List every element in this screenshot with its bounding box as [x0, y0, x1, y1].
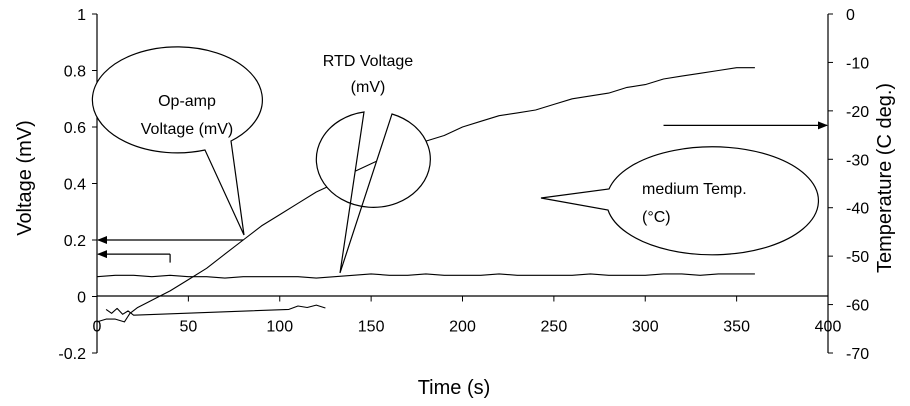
x-tick-label: 400 — [815, 319, 842, 336]
x-tick-label: 100 — [266, 319, 293, 336]
y-tick-label-right: -20 — [846, 104, 869, 121]
callout-rtd-line2: (mV) — [351, 79, 386, 96]
y-tick-label-right: -50 — [846, 249, 869, 266]
y-axis-title-right: Temperature (C deg.) — [874, 83, 896, 273]
callout-medium-temp-line2: (°C) — [642, 209, 671, 226]
callout-rtd-bubble — [315, 111, 431, 274]
y-tick-label-left: 0.8 — [64, 64, 86, 81]
x-axis-title: Time (s) — [418, 377, 491, 399]
y-tick-label-right: 0 — [846, 7, 855, 24]
callout-rtd-line1: RTD Voltage — [323, 53, 414, 70]
y-tick-label-right: -40 — [846, 201, 869, 218]
y-axis-title-left: Voltage (mV) — [14, 120, 36, 236]
x-tick-label: 0 — [93, 319, 102, 336]
callout-medium-temp: medium Temp. (°C) — [540, 146, 820, 256]
x-tick-label: 250 — [541, 319, 568, 336]
x-tick-label: 50 — [179, 319, 197, 336]
y-tick-label-left: 1 — [77, 7, 86, 24]
axis-arrows — [97, 121, 828, 263]
y-tick-label-left: -0.2 — [58, 346, 86, 363]
y-ticks-left: -0.2 0 0.2 0.4 0.6 0.8 1 — [58, 7, 97, 363]
callout-opamp: Op-amp Voltage (mV) — [91, 46, 263, 236]
series-line-2 — [105, 304, 326, 316]
y-ticks-right: -70 -60 -50 -40 -30 -20 -10 0 — [828, 7, 869, 363]
callout-opamp-bubble — [91, 46, 263, 236]
x-tick-label: 300 — [632, 319, 659, 336]
y-tick-label-left: 0.4 — [64, 177, 86, 194]
y-tick-label-left: 0.6 — [64, 120, 86, 137]
callout-opamp-line1: Op-amp — [158, 93, 216, 110]
y-tick-label-right: -30 — [846, 152, 869, 169]
y-tick-label-left: 0 — [77, 290, 86, 307]
callout-opamp-line2: Voltage (mV) — [141, 121, 233, 138]
series-line-1 — [96, 273, 755, 279]
callout-medium-temp-bubble — [540, 146, 820, 256]
y-tick-label-right: -70 — [846, 346, 869, 363]
y-tick-label-left: 0.2 — [64, 233, 86, 250]
y-tick-label-right: -10 — [846, 55, 869, 72]
x-ticks: 0 50 100 150 200 250 300 350 400 — [93, 296, 842, 336]
callout-medium-temp-line1: medium Temp. — [642, 181, 747, 198]
x-tick-label: 150 — [358, 319, 385, 336]
x-tick-label: 350 — [723, 319, 750, 336]
x-tick-label: 200 — [449, 319, 476, 336]
callout-rtd: RTD Voltage (mV) — [315, 53, 431, 274]
y-tick-label-right: -60 — [846, 298, 869, 315]
